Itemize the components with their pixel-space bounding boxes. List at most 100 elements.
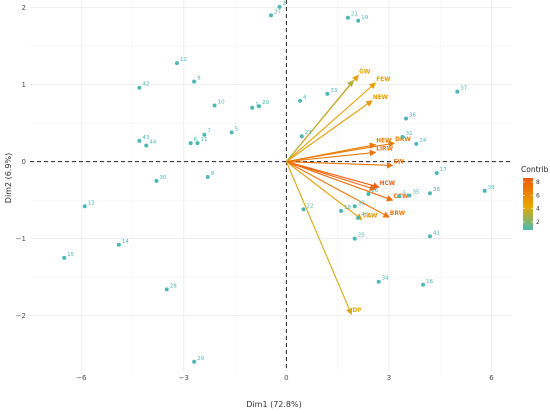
point-label: 42 xyxy=(142,82,149,88)
individual-point xyxy=(325,91,330,96)
individual-point xyxy=(195,141,200,146)
individual-point xyxy=(82,204,87,209)
point-label: 38 xyxy=(433,187,440,193)
variable-arrow xyxy=(285,79,354,162)
point-label: 37 xyxy=(460,86,467,92)
individual-point xyxy=(434,171,439,176)
y-tick-label: 2 xyxy=(22,4,26,12)
variable-label: HEW xyxy=(376,139,392,145)
y-tick-label: 0 xyxy=(22,158,26,166)
individual-point xyxy=(376,279,381,284)
point-label: 16 xyxy=(426,279,433,285)
point-label: 35 xyxy=(412,190,419,196)
variable-label: BRW xyxy=(390,211,406,217)
individual-point xyxy=(455,89,460,94)
contrib-legend: Contrib 2 4 6 8 xyxy=(521,165,549,230)
individual-point xyxy=(229,130,234,135)
point-label: 13 xyxy=(88,200,95,206)
variable-arrow xyxy=(286,161,390,218)
point-label: 18 xyxy=(344,205,351,211)
variable-arrow xyxy=(286,140,396,163)
y-tick-label: 1 xyxy=(22,81,26,89)
individual-point xyxy=(202,132,207,137)
individual-point xyxy=(356,18,361,23)
point-label: 19 xyxy=(361,15,368,21)
variable-label: GW xyxy=(359,69,371,75)
individual-point xyxy=(164,287,169,292)
variable-label: SW xyxy=(393,159,404,165)
variable-label: DRW xyxy=(395,137,411,143)
variable-arrow xyxy=(286,161,363,221)
point-label: 40 xyxy=(361,212,368,218)
individual-point xyxy=(482,188,487,193)
point-label: 39 xyxy=(488,185,495,191)
x-axis-title: Dim1 (72.8%) xyxy=(246,400,301,409)
point-label: 5 xyxy=(235,126,239,132)
point-label: 17 xyxy=(440,167,447,173)
point-label: 23 xyxy=(305,130,312,136)
point-label: 15 xyxy=(67,252,74,258)
x-tick-label: −6 xyxy=(76,374,87,382)
individual-point xyxy=(192,79,197,84)
point-label: 4 xyxy=(303,95,307,101)
legend-color-bar xyxy=(523,178,533,230)
variable-label: HCW xyxy=(380,181,396,187)
point-label: 3 xyxy=(402,190,406,196)
grid-lines xyxy=(30,0,512,371)
individual-point xyxy=(366,191,371,196)
individual-point xyxy=(397,194,402,199)
legend-tick-label: 6 xyxy=(536,192,540,199)
individual-point xyxy=(250,105,255,110)
individual-point xyxy=(352,236,357,241)
point-label: 20 xyxy=(262,100,269,106)
variable-label: LIRW xyxy=(376,146,393,152)
legend-title: Contrib xyxy=(521,165,549,174)
x-tick-label: 0 xyxy=(284,374,288,382)
variable-arrow xyxy=(286,161,394,202)
point-label: 27 xyxy=(274,9,281,15)
x-tick-label: 3 xyxy=(387,374,391,382)
point-label: 1 xyxy=(255,102,259,108)
individual-point xyxy=(257,104,262,109)
point-label: 11 xyxy=(201,137,208,143)
individual-point xyxy=(205,175,210,180)
point-label: 12 xyxy=(180,57,187,63)
individual-point xyxy=(299,134,304,139)
variable-label: NEW xyxy=(373,95,389,101)
variable-label: FEW xyxy=(376,77,391,83)
point-label: 28 xyxy=(170,283,177,289)
x-tick-label: −3 xyxy=(179,374,189,382)
legend-tick-label: 2 xyxy=(536,219,540,226)
individual-point xyxy=(352,204,357,209)
variable-arrow xyxy=(286,82,377,163)
y-axis-title: Dim2 (6.9%) xyxy=(4,153,13,203)
individual-points: 1234567891011121314151617181920212223242… xyxy=(62,1,495,364)
individual-point xyxy=(188,141,193,146)
individual-point xyxy=(427,234,432,239)
point-label: 7 xyxy=(207,129,211,135)
individual-point xyxy=(414,141,419,146)
point-label: 43 xyxy=(142,135,149,141)
x-tick-label: 6 xyxy=(489,374,494,382)
individual-point xyxy=(427,191,432,196)
variable-arrow xyxy=(286,161,377,191)
point-label: 6 xyxy=(194,137,198,143)
individual-point xyxy=(400,135,405,140)
point-label: 9 xyxy=(197,76,201,82)
variable-arrow xyxy=(285,161,353,316)
y-tick-label: −1 xyxy=(16,235,26,243)
variable-arrow xyxy=(286,161,394,169)
individual-point xyxy=(137,138,142,143)
point-label: 14 xyxy=(122,239,129,245)
legend-tick-label: 4 xyxy=(536,206,540,213)
legend-tick-label: 8 xyxy=(536,179,540,186)
individual-point xyxy=(144,143,149,148)
individual-point xyxy=(356,215,361,220)
variable-label: CAW xyxy=(363,213,378,219)
individual-point xyxy=(62,255,67,260)
individual-point xyxy=(174,61,179,66)
variable-arrow xyxy=(286,149,377,163)
individual-point xyxy=(269,13,273,18)
